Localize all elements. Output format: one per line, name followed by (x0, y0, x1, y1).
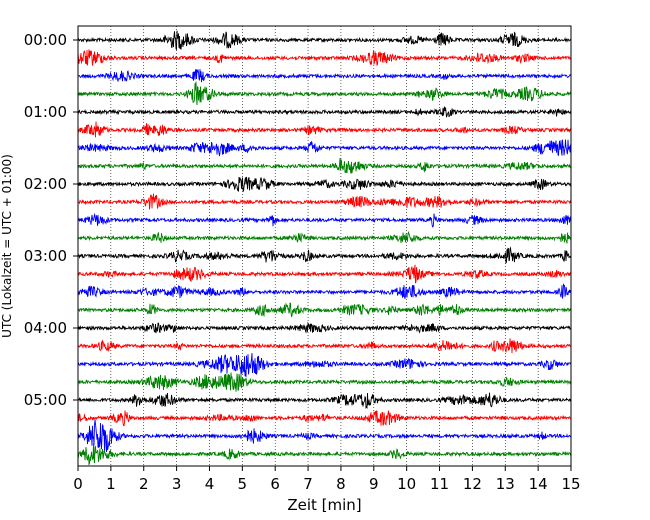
trace-line (77, 193, 572, 210)
trace-line (77, 419, 572, 453)
trace-line (77, 321, 572, 334)
x-tick-label: 6 (270, 475, 280, 493)
x-tick-label: 11 (430, 475, 449, 493)
x-tick-label: 1 (106, 475, 116, 493)
trace-line (77, 69, 572, 83)
x-tick-label: 8 (336, 475, 346, 493)
trace-line (77, 158, 572, 174)
y-axis-label: UTC (Lokalzeit = UTC + 01:00) (0, 154, 14, 338)
trace-line (77, 392, 572, 410)
plot-frame (77, 25, 572, 467)
x-tick-label: 3 (172, 475, 182, 493)
x-gridlines (110, 26, 539, 466)
trace-line (77, 302, 572, 318)
x-axis-label: Zeit [min] (287, 496, 361, 514)
trace-line (77, 139, 572, 157)
x-tick-label: 5 (238, 475, 248, 493)
trace-line (77, 246, 572, 264)
x-tick-label: 10 (397, 475, 416, 493)
x-tick-label: 7 (303, 475, 313, 493)
y-tick-label: 05:00 (24, 391, 67, 409)
trace-line (77, 49, 572, 67)
y-axis-ticks: 00:00 01:00 02:00 03:00 04:00 05:00 (24, 31, 78, 409)
y-tick-label: 04:00 (24, 319, 67, 337)
trace-line (77, 106, 572, 118)
trace-line (77, 443, 571, 466)
trace-line (77, 30, 572, 51)
y-tick-label: 01:00 (24, 103, 67, 121)
x-tick-label: 12 (463, 475, 482, 493)
trace-line (78, 176, 572, 192)
y-tick-label: 02:00 (24, 175, 67, 193)
trace-line (77, 282, 572, 299)
trace-line (77, 81, 572, 106)
x-tick-label: 13 (496, 475, 515, 493)
y-tick-label: 03:00 (24, 247, 67, 265)
trace-line (77, 410, 572, 426)
x-axis-ticks: 0 1 2 3 4 5 6 7 8 9 10 11 12 13 14 15 (73, 466, 581, 493)
trace-line (77, 121, 572, 138)
trace-line (77, 338, 572, 354)
x-tick-label: 0 (73, 475, 83, 493)
x-tick-label: 4 (205, 475, 215, 493)
x-tick-label: 2 (139, 475, 149, 493)
trace-line (77, 230, 572, 244)
seismic-traces (77, 30, 572, 466)
x-tick-label: 15 (561, 475, 580, 493)
trace-line (77, 212, 572, 228)
trace-line (78, 353, 572, 378)
x-tick-label: 14 (529, 475, 548, 493)
trace-line (77, 264, 572, 284)
y-tick-label: 00:00 (24, 31, 67, 49)
x-tick-label: 9 (369, 475, 379, 493)
trace-line (77, 372, 572, 392)
